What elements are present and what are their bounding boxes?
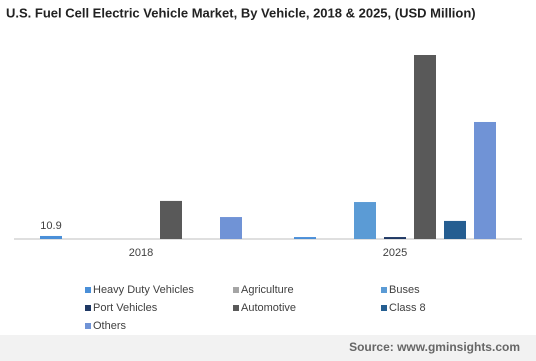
legend-label: Buses (389, 284, 420, 296)
bar (294, 237, 316, 239)
legend-label: Automotive (241, 302, 296, 314)
legend-label: Others (93, 320, 127, 332)
legend-marker (85, 287, 91, 293)
bar (414, 55, 436, 239)
legend-label: Class 8 (389, 302, 426, 314)
legend-marker (233, 287, 239, 293)
x-tick-label: 2025 (383, 247, 407, 259)
legend-marker (381, 287, 387, 293)
bar (444, 220, 466, 239)
legend-label: Port Vehicles (93, 302, 158, 314)
source-strip (0, 335, 536, 361)
bar (354, 202, 376, 239)
bar (384, 237, 406, 239)
source: Source: www.gminsights.com (349, 340, 520, 354)
legend-marker (85, 323, 91, 329)
legend-label: Heavy Duty Vehicles (93, 284, 194, 296)
bar (474, 121, 496, 239)
legend-marker (381, 305, 387, 311)
legend-marker (85, 305, 91, 311)
x-tick-label: 2018 (129, 247, 153, 259)
chart-title: U.S. Fuel Cell Electric Vehicle Market, … (6, 5, 476, 20)
legend-label: Agriculture (241, 284, 294, 296)
bar (40, 235, 62, 239)
legend-marker (233, 305, 239, 311)
bar (160, 200, 182, 239)
bar (220, 217, 242, 239)
data-label: 10.9 (40, 220, 61, 232)
